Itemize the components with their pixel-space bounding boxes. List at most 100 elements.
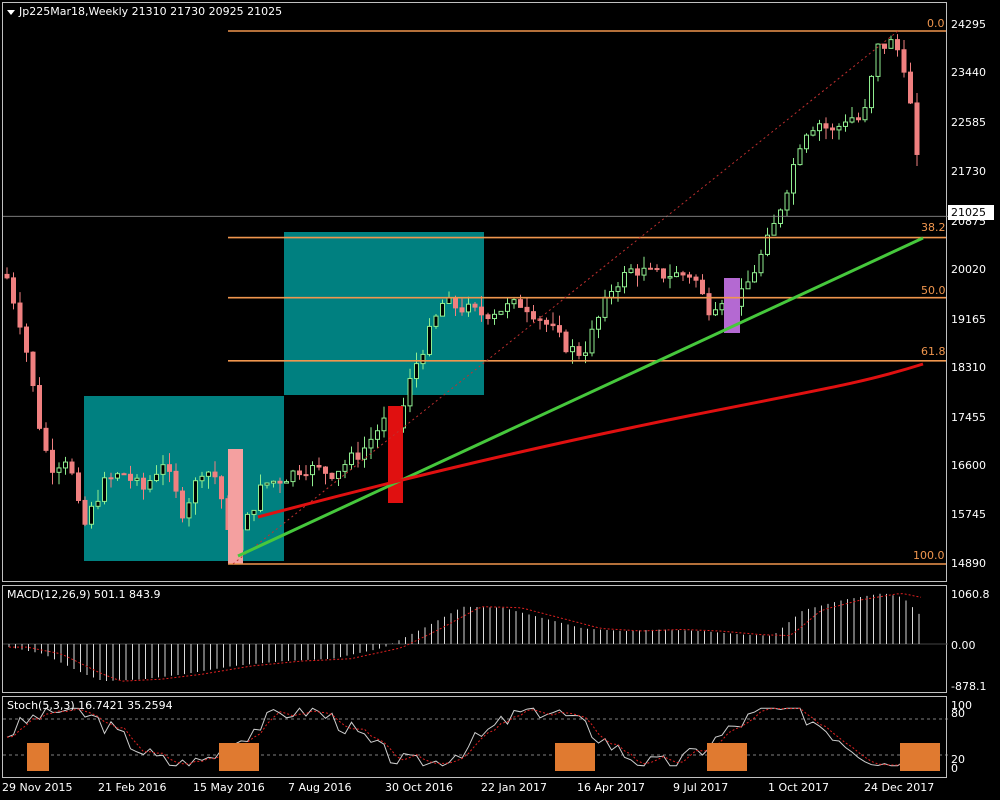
price-chart-pane[interactable]: Jp225Mar18,Weekly 21310 21730 20925 2102… <box>2 2 948 582</box>
price-axis-label: 16600 <box>951 459 986 472</box>
stoch-pane[interactable]: Stoch(5,3,3) 16.7421 35.2594 <box>2 696 948 778</box>
bear-candle <box>108 477 114 480</box>
macd-axis-label: 1060.8 <box>951 588 990 601</box>
bear-candle <box>563 331 569 353</box>
bull-candle <box>102 477 107 502</box>
bull-candle <box>115 473 120 479</box>
bear-candle <box>355 452 361 460</box>
bull-candle <box>375 430 380 440</box>
bull-candle <box>836 125 842 131</box>
bear-candle <box>830 127 835 131</box>
bear-candle <box>518 299 523 308</box>
macd-title: MACD(12,26,9) 501.1 843.9 <box>7 588 161 601</box>
fib-label: 100.0 <box>913 549 945 562</box>
bear-candle <box>557 325 562 333</box>
time-axis-label: 21 Feb 2016 <box>98 781 167 794</box>
range-box <box>84 396 284 561</box>
bear-candle <box>479 306 484 316</box>
time-axis-label: 30 Oct 2016 <box>385 781 454 794</box>
bear-candle <box>459 307 465 313</box>
bear-candle <box>914 102 920 155</box>
time-axis-label: 24 Dec 2017 <box>864 781 935 794</box>
bear-candle <box>485 314 491 320</box>
bull-candle <box>628 268 634 274</box>
moving-average-line <box>257 362 924 519</box>
bear-candle <box>661 268 666 279</box>
bull-candle <box>206 471 211 477</box>
bull-candle <box>147 480 153 490</box>
price-axis-label: 20020 <box>951 263 986 276</box>
bull-candle <box>771 222 777 236</box>
bull-candle <box>427 325 432 355</box>
time-axis-label: 1 Oct 2017 <box>768 781 830 794</box>
bull-candle <box>745 281 751 290</box>
macd-pane[interactable]: MACD(12,26,9) 501.1 843.9 <box>2 585 948 693</box>
bear-candle <box>167 464 172 472</box>
bear-candle <box>706 293 712 316</box>
bull-candle <box>511 299 517 305</box>
bear-candle <box>121 473 127 476</box>
bull-candle <box>797 148 803 166</box>
bear-candle <box>82 499 88 525</box>
stoch-axis-label: 100 <box>951 699 972 712</box>
fib-diagonal <box>232 30 899 565</box>
bull-candle <box>505 303 510 312</box>
bear-candle <box>212 471 218 478</box>
bull-candle <box>583 352 588 356</box>
bear-candle <box>524 306 530 313</box>
bull-candle <box>284 481 289 484</box>
bull-candle <box>609 290 614 298</box>
bull-candle <box>810 130 816 136</box>
bull-candle <box>310 465 315 476</box>
bear-candle <box>50 449 55 473</box>
bull-candle <box>258 484 263 511</box>
pullback-marker <box>724 278 740 333</box>
bull-candle <box>641 267 647 276</box>
bear-candle <box>453 297 458 309</box>
time-axis-label: 29 Nov 2015 <box>2 781 73 794</box>
bear-candle <box>11 277 16 304</box>
bull-candle <box>446 297 452 304</box>
bear-candle <box>24 326 29 353</box>
fib-label: 50.0 <box>921 284 946 297</box>
bear-candle <box>219 476 224 500</box>
time-axis-label: 15 May 2016 <box>193 781 265 794</box>
bear-candle <box>700 279 705 295</box>
bull-candle <box>290 470 296 483</box>
bull-candle <box>667 276 673 279</box>
bull-candle <box>804 134 809 150</box>
price-axis-label: 23440 <box>951 66 986 79</box>
time-axis-label: 9 Jul 2017 <box>673 781 729 794</box>
bear-candle <box>329 472 335 479</box>
stoch-axis-label: 0 <box>951 762 958 775</box>
oversold-marker <box>900 743 940 771</box>
bull-candle <box>199 475 205 482</box>
bear-candle <box>635 268 640 276</box>
bear-candle <box>531 311 536 320</box>
macd-canvas <box>3 593 948 682</box>
bull-candle <box>336 470 341 479</box>
bull-candle <box>492 313 497 320</box>
bull-candle <box>342 464 348 472</box>
price-axis-label: 24295 <box>951 18 986 31</box>
bear-candle <box>693 276 699 281</box>
bull-candle <box>765 234 770 255</box>
bull-candle <box>466 303 471 313</box>
bear-candle <box>141 477 146 490</box>
bull-candle <box>407 378 413 407</box>
dropdown-triangle-icon[interactable] <box>7 9 15 15</box>
bear-candle <box>323 466 328 474</box>
bull-candle <box>713 309 718 316</box>
bear-candle <box>316 465 322 468</box>
uptrend-line <box>237 236 924 558</box>
bear-candle <box>856 117 861 121</box>
bull-candle <box>719 303 725 311</box>
symbol-line: Jp225Mar18,Weekly 21310 21730 20925 2102… <box>19 5 283 18</box>
bear-candle <box>173 470 179 492</box>
bull-candle <box>63 461 68 469</box>
bear-candle <box>472 303 478 308</box>
bull-candle <box>271 480 276 484</box>
bull-candle <box>589 328 595 354</box>
bull-candle <box>615 286 621 292</box>
price-axis-label: 22585 <box>951 116 986 129</box>
